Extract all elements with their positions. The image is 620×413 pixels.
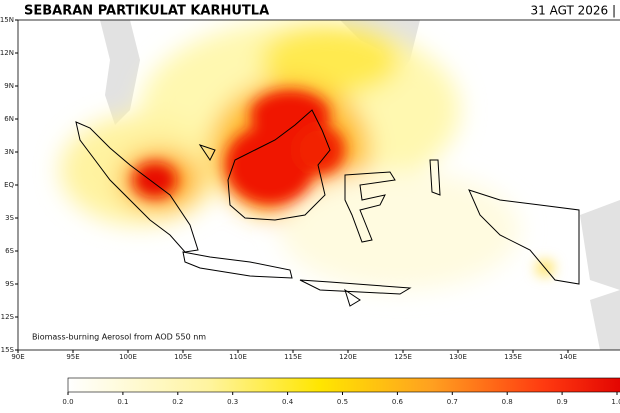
colorbar-tick-label: 0.4 (282, 398, 294, 406)
date: 31 AGT 2026 | (531, 4, 617, 18)
lon-label: 130E (449, 353, 467, 361)
colorbar-tick-label: 0.6 (392, 398, 404, 406)
lon-label: 115E (284, 353, 302, 361)
coastlines (75, 109, 580, 307)
colorbar-tick-label: 0.7 (447, 398, 458, 406)
colorbar-tick-label: 0.8 (502, 398, 513, 406)
lat-label: 9N (4, 82, 14, 90)
lat-label: 6S (5, 247, 14, 255)
lon-label: 140E (559, 353, 577, 361)
aerosol-core (133, 90, 553, 274)
lat-label: 12N (0, 49, 14, 57)
colorbar (67, 377, 620, 393)
lon-label: 125E (394, 353, 412, 361)
lat-label: 15S (1, 346, 15, 354)
colorbar-tick-label: 0.2 (172, 398, 183, 406)
colorbar-tick-label: 0.0 (62, 398, 73, 406)
lon-label: 110E (229, 353, 247, 361)
annotation: Biomass-burning Aerosol from AOD 550 nm (32, 333, 206, 342)
lon-label: 90E (11, 353, 24, 361)
title: SEBARAN PARTIKULAT KARHUTLA (24, 4, 269, 19)
lat-label: 15N (0, 16, 14, 24)
lat-label: 6N (4, 115, 14, 123)
map-area: Biomass-burning Aerosol from AOD 550 nm (18, 20, 620, 350)
colorbar-tick-label: 0.5 (337, 398, 348, 406)
lon-label: 135E (504, 353, 522, 361)
lon-label: 100E (119, 353, 137, 361)
lat-label: 3S (5, 214, 14, 222)
colorbar-tick-label: 0.9 (557, 398, 568, 406)
lat-label: 3N (4, 148, 14, 156)
colorbar-tick-label: 1.0 (611, 398, 620, 406)
colorbar-tick-label: 0.3 (227, 398, 238, 406)
lat-label: 9S (5, 280, 14, 288)
lon-label: 95E (66, 353, 79, 361)
lon-label: 120E (339, 353, 357, 361)
colorbar-tick-label: 0.1 (117, 398, 128, 406)
lat-label: EQ (4, 181, 14, 189)
lon-label: 105E (174, 353, 192, 361)
lat-label: 12S (1, 313, 15, 321)
